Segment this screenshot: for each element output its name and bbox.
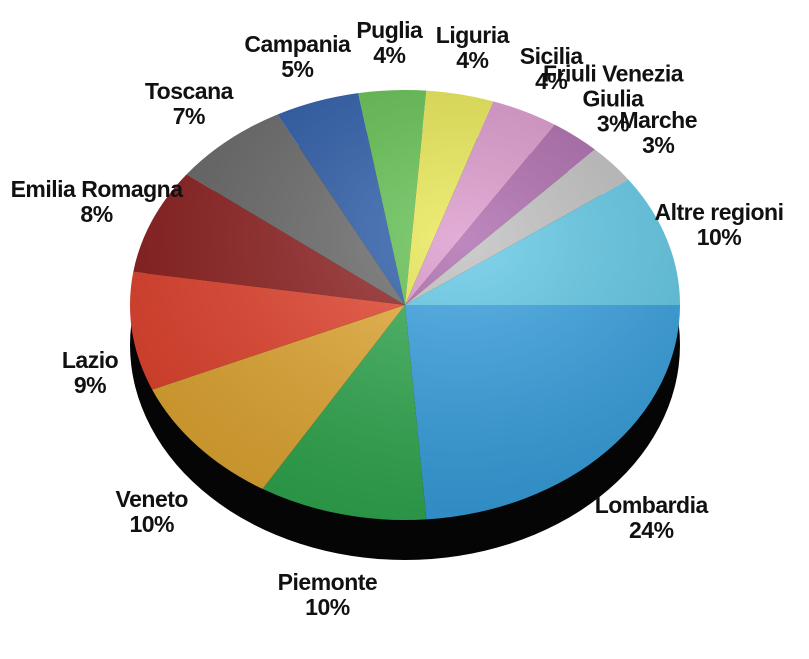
pie-slice bbox=[405, 305, 680, 520]
value-label: 10% bbox=[305, 594, 350, 621]
slice-label: Piemonte 10% bbox=[237, 570, 417, 620]
category: Lombardia bbox=[594, 492, 709, 519]
category: Piemonte bbox=[277, 569, 378, 596]
value-label: 4% bbox=[535, 67, 568, 94]
slice-label: Puglia 4% bbox=[299, 16, 479, 68]
slice-label: Emilia Romagna 8% bbox=[7, 175, 187, 227]
value-label: 24% bbox=[628, 517, 674, 544]
value-label: 9% bbox=[73, 371, 107, 398]
value-label: 4% bbox=[456, 47, 489, 74]
category: Altre regioni bbox=[654, 198, 784, 225]
slice-label: Campania 5% bbox=[207, 30, 387, 82]
category: Marche bbox=[619, 106, 697, 133]
category: Liguria bbox=[435, 22, 510, 49]
slice-label: Lazio 9% bbox=[0, 346, 180, 398]
category: Emilia Romagna bbox=[10, 175, 183, 202]
slice-label: Friuli Venezia Giulia 3% bbox=[523, 60, 703, 137]
category: Veneto bbox=[115, 486, 189, 513]
slice-label: Liguria 4% bbox=[382, 23, 562, 73]
value-label: 4% bbox=[373, 41, 406, 68]
category: Lazio bbox=[61, 346, 119, 373]
value-label: 7% bbox=[172, 103, 206, 130]
value-label: 10% bbox=[696, 223, 742, 250]
value-label: 8% bbox=[80, 200, 113, 227]
category: Campania bbox=[244, 30, 351, 57]
category: Toscana bbox=[144, 78, 234, 105]
value-label: 3% bbox=[596, 110, 630, 137]
category: Puglia bbox=[356, 16, 423, 43]
value-label: 5% bbox=[281, 55, 314, 82]
slice-label: Veneto 10% bbox=[62, 487, 242, 537]
category: Sicilia bbox=[519, 42, 583, 69]
slice-label: Altre regioni 10% bbox=[629, 198, 809, 250]
category: Friuli Venezia Giulia bbox=[543, 60, 684, 112]
value-label: 10% bbox=[129, 511, 175, 538]
slice-label: Lombardia 24% bbox=[561, 493, 741, 543]
slice-label: Marche 3% bbox=[568, 106, 748, 158]
slice-label: Sicilia 4% bbox=[461, 42, 641, 94]
value-label: 3% bbox=[642, 131, 675, 158]
slice-label: Toscana 7% bbox=[99, 79, 279, 129]
